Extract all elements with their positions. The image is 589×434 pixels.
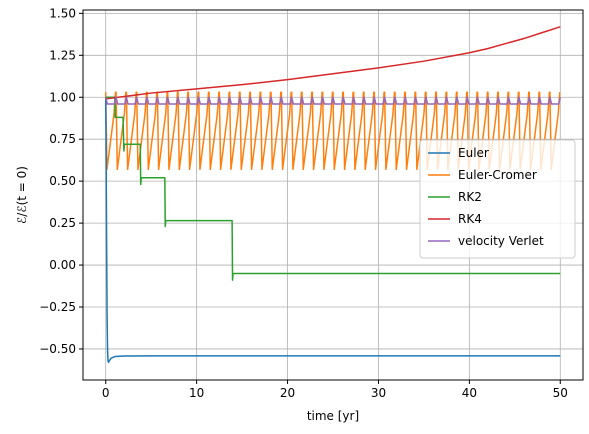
y-tick-label: −0.50 xyxy=(39,342,76,356)
plot-series xyxy=(104,26,562,364)
x-tick-label: 10 xyxy=(189,386,204,400)
x-tick-label: 30 xyxy=(371,386,386,400)
series-line-velocity-verlet xyxy=(104,96,562,105)
series-line-rk2 xyxy=(105,96,561,281)
y-tick-label: 1.25 xyxy=(49,48,76,62)
series-line-rk4 xyxy=(105,26,561,100)
series-line-euler-cromer xyxy=(104,91,561,171)
legend-entry-label: RK2 xyxy=(458,190,482,204)
legend-entry-label: Euler-Cromer xyxy=(458,168,537,182)
x-tick-label: 40 xyxy=(462,386,477,400)
legend-entry-label: Euler xyxy=(458,146,489,160)
x-tick-label: 0 xyxy=(102,386,110,400)
y-tick-label: 0.25 xyxy=(49,216,76,230)
axis-ticks: 0 10 20 30 40 50 −0.50 −0.25 0.00 0.25 0.50 0.75 1.0… xyxy=(39,6,568,400)
y-tick-label: 0.75 xyxy=(49,132,76,146)
x-axis-label: time [yr] xyxy=(307,409,359,423)
legend: Euler Euler-Cromer RK2 RK4 velocity Verlet xyxy=(419,139,576,259)
legend-entry-label: velocity Verlet xyxy=(458,234,544,248)
x-tick-label: 20 xyxy=(280,386,295,400)
legend-frame xyxy=(419,139,576,259)
legend-entry-label: RK4 xyxy=(458,212,482,226)
series-line-euler xyxy=(104,97,561,364)
y-tick-label: −0.25 xyxy=(39,300,76,314)
y-tick-label: 1.00 xyxy=(49,90,76,104)
plot-frame xyxy=(82,9,584,381)
y-tick-label: 0.00 xyxy=(49,258,76,272)
x-tick-label: 50 xyxy=(553,386,568,400)
y-tick-label: 0.50 xyxy=(49,174,76,188)
y-tick-label: 1.50 xyxy=(49,6,76,20)
y-axis-label: ℰ/ℰ(t = 0) xyxy=(15,166,29,224)
